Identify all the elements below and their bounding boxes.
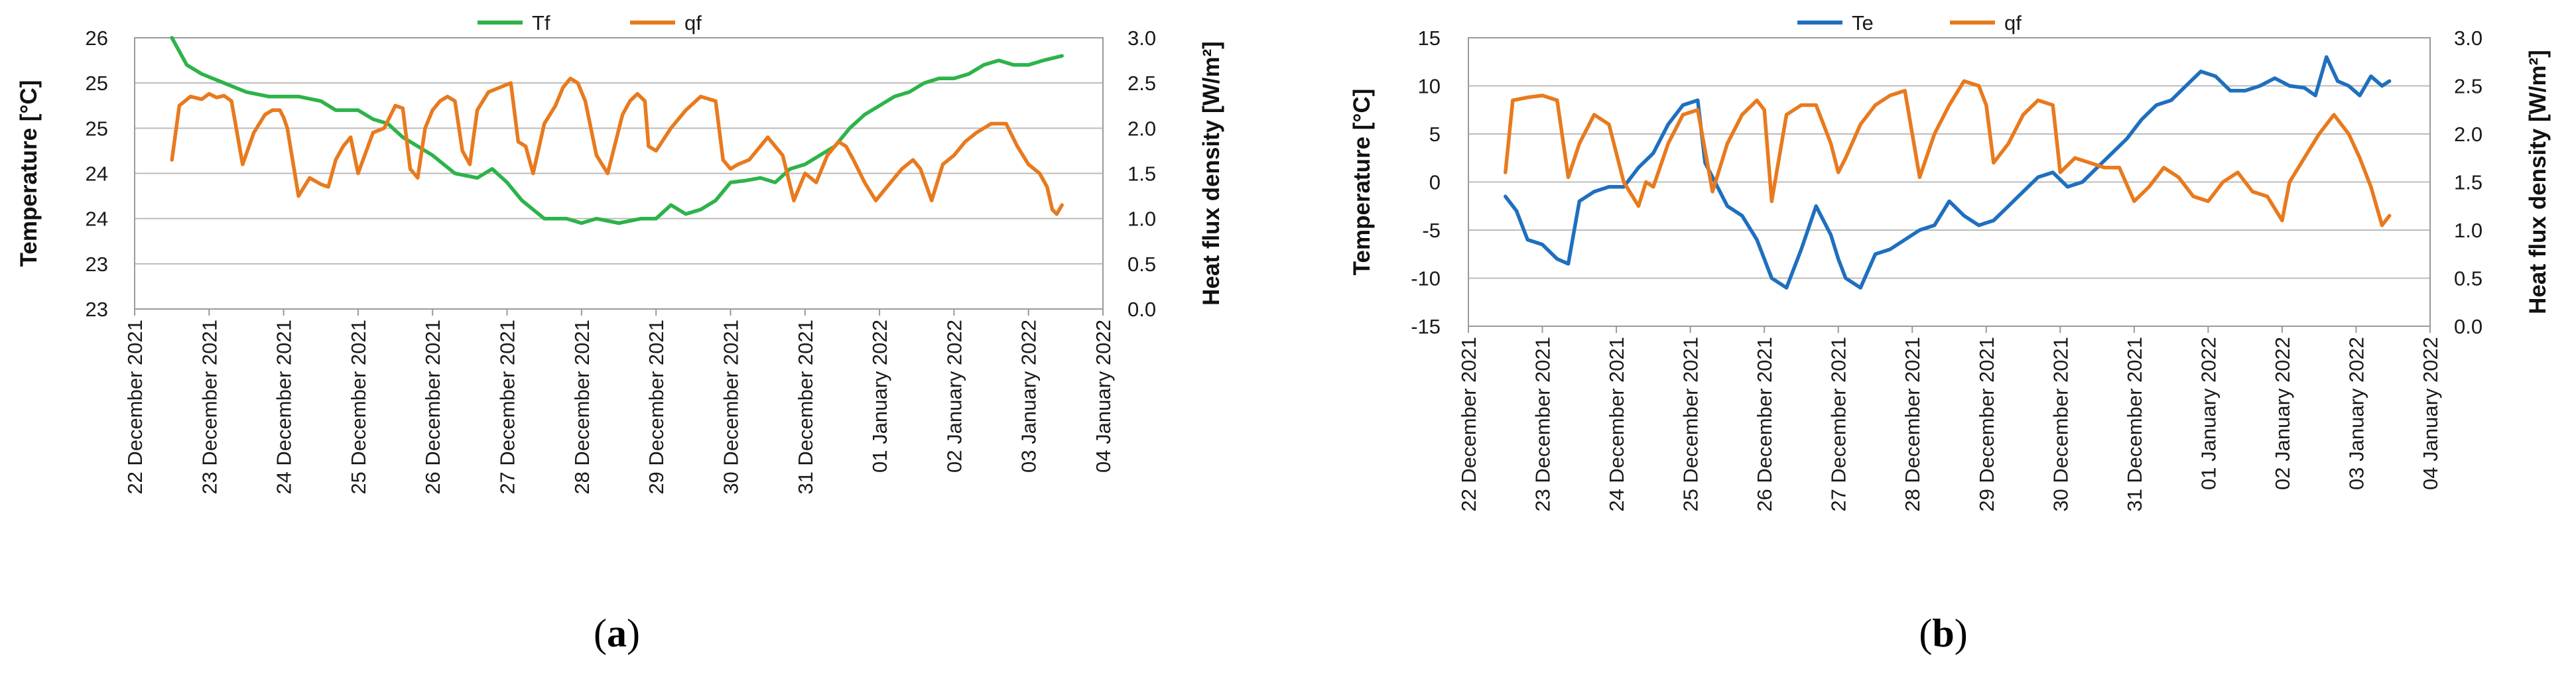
- y-right-tick-label: 1.0: [2454, 219, 2482, 242]
- x-tick-label: 29 December 2021: [1975, 337, 1998, 512]
- legend-label: Te: [1852, 11, 1874, 34]
- y-left-tick-label: 25: [86, 72, 108, 95]
- x-tick-label: 01 January 2022: [868, 320, 891, 473]
- x-tick-label: 29 December 2021: [645, 320, 668, 495]
- y-left-tick-label: -5: [1422, 219, 1441, 242]
- chart-panel-a: 26 25 25 24 24 23 23 3.0 2.5 2.0 1.5 1.0 0.5 0.0 22 De…: [16, 11, 1224, 655]
- y-left-tick-label: 23: [86, 298, 108, 321]
- y-right-tick-label: 0.5: [1127, 253, 1156, 276]
- panel-label: (a): [594, 611, 640, 655]
- series-line-qf: [170, 76, 1064, 216]
- y-left-tick-label: 26: [86, 27, 108, 50]
- x-tick-label: 04 January 2022: [1092, 320, 1115, 473]
- x-tick-label: 30 December 2021: [2049, 337, 2072, 512]
- x-tick-label: 27 December 2021: [496, 320, 519, 495]
- panel-letter: a: [607, 611, 627, 655]
- y-left-tick-label: 23: [86, 253, 108, 276]
- x-tick-label: 23 December 2021: [198, 320, 221, 495]
- series-line-te: [1504, 55, 2392, 290]
- x-tick-label: 28 December 2021: [570, 320, 594, 495]
- x-tick-label: 25 December 2021: [1679, 337, 1703, 512]
- legend-label: Tf: [532, 11, 550, 34]
- y-right-tick-label: 2.5: [1127, 72, 1156, 95]
- x-tick-label: 02 January 2022: [2271, 337, 2294, 490]
- x-tick-label: 04 January 2022: [2419, 337, 2442, 490]
- y-left-tick-label: 15: [1418, 27, 1441, 50]
- y-left-axis-title: Temperature [°C]: [16, 80, 42, 267]
- y-left-axis-title: Temperature [°C]: [1349, 89, 1375, 276]
- y-right-tick-label: 1.5: [1127, 162, 1156, 186]
- y-left-tick-label: 25: [86, 117, 108, 140]
- x-tick-label: 23 December 2021: [1531, 337, 1555, 512]
- x-tick-label: 01 January 2022: [2197, 337, 2220, 490]
- series-line-tf: [170, 36, 1064, 225]
- panel-letter: b: [1932, 611, 1954, 655]
- y-right-tick-label: 3.0: [1127, 27, 1156, 50]
- x-tick-label: 22 December 2021: [1457, 337, 1480, 512]
- y-left-tick-label: 24: [86, 208, 108, 231]
- y-right-tick-label: 0.0: [1127, 298, 1156, 321]
- x-tick-label: 31 December 2021: [2123, 337, 2146, 512]
- y-right-tick-label: 0.0: [2454, 315, 2482, 338]
- y-right-tick-label: 0.5: [2454, 267, 2482, 290]
- y-right-tick-label: 2.0: [2454, 123, 2482, 146]
- x-tick-label: 25 December 2021: [347, 320, 370, 495]
- y-right-tick-label: 1.5: [2454, 171, 2482, 194]
- panel-label: (b): [1919, 611, 1967, 655]
- y-right-tick-label: 3.0: [2454, 27, 2482, 50]
- x-tick-label: 03 January 2022: [1017, 320, 1041, 473]
- y-left-tick-label: -15: [1411, 315, 1441, 338]
- y-right-axis-title: Heat flux density [W/m²]: [1198, 41, 1224, 306]
- plot-frame: [134, 37, 1104, 310]
- y-right-tick-label: 1.0: [1127, 208, 1156, 231]
- x-tick-label: 31 December 2021: [794, 320, 817, 495]
- chart-panel-b: 15 10 5 0 -5 -10 -15 3.0 2.5 2.0 1.5 1.0 0.5 0.0 22 De…: [1349, 11, 2551, 655]
- x-tick-label: 02 January 2022: [942, 320, 966, 473]
- series-line-qf: [1504, 79, 2392, 227]
- x-tick-label: 22 December 2021: [123, 320, 147, 495]
- y-right-axis-title: Heat flux density [W/m²]: [2525, 50, 2551, 314]
- y-left-tick-label: 10: [1418, 75, 1441, 98]
- x-tick-label: 03 January 2022: [2345, 337, 2368, 490]
- legend-label: qf: [684, 11, 702, 34]
- y-right-tick-label: 2.0: [1127, 117, 1156, 140]
- plot-frame: [1468, 37, 2431, 327]
- y-left-tick-label: 5: [1429, 123, 1441, 146]
- x-tick-label: 24 December 2021: [273, 320, 296, 495]
- x-tick-label: 27 December 2021: [1827, 337, 1850, 512]
- legend-label: qf: [2004, 11, 2022, 34]
- y-left-tick-label: -10: [1411, 267, 1441, 290]
- x-tick-label: 28 December 2021: [1901, 337, 1924, 512]
- y-left-tick-label: 0: [1429, 171, 1441, 194]
- x-tick-label: 30 December 2021: [719, 320, 742, 495]
- x-tick-label: 26 December 2021: [1753, 337, 1776, 512]
- y-right-tick-label: 2.5: [2454, 75, 2482, 98]
- x-tick-label: 26 December 2021: [421, 320, 444, 495]
- x-tick-label: 24 December 2021: [1605, 337, 1628, 512]
- y-left-tick-label: 24: [86, 162, 108, 186]
